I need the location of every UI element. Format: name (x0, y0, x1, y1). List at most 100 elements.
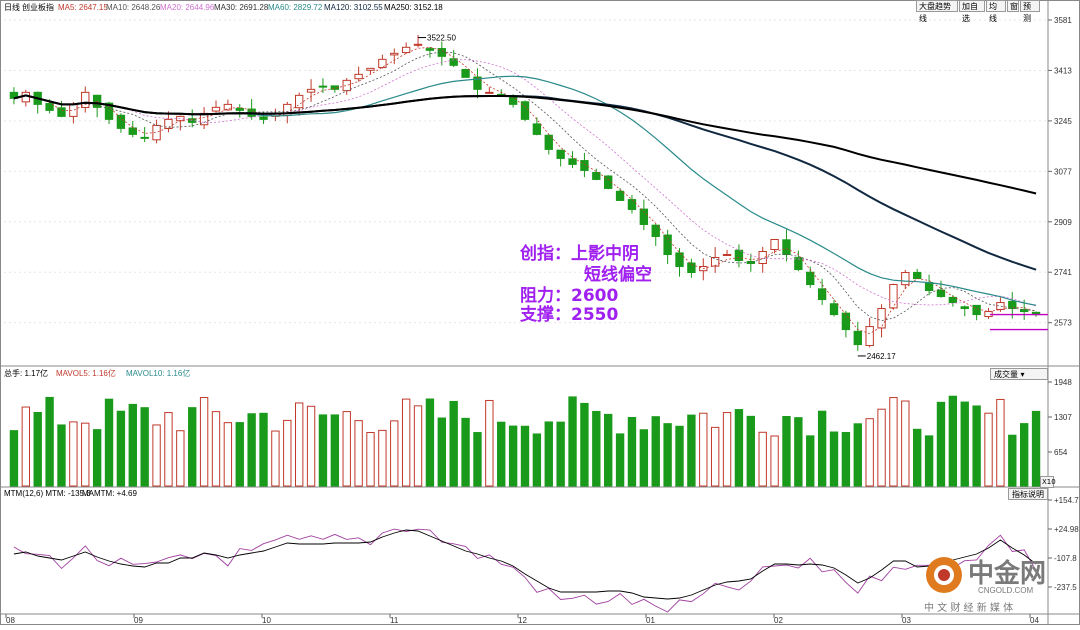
annotation-resistance: 阻力：2600 (520, 286, 619, 306)
candle (948, 296, 958, 304)
volume-bar (449, 400, 458, 487)
ma-legend-item: MA10: 2648.26 (106, 3, 161, 12)
candle (116, 114, 126, 129)
volume-bar (485, 399, 494, 487)
volume-bar (675, 425, 684, 487)
candle (401, 46, 411, 54)
volume-bar (128, 403, 137, 487)
volume-bar (437, 417, 446, 487)
volume-bar (913, 428, 922, 487)
volume-title: 总手: 1.17亿 (4, 368, 48, 378)
candle (223, 103, 233, 111)
mtm-y-label: -237.5 (1054, 583, 1077, 592)
x-tick-label: 01 (646, 616, 655, 625)
volume-bar (972, 405, 981, 487)
volume-bar (817, 410, 827, 487)
low-label: 2462.17 (867, 352, 896, 361)
candle (675, 252, 684, 268)
mtm-y-label: +154.7 (1054, 496, 1079, 505)
y-tick-label: 3245 (1054, 117, 1072, 126)
y-tick-label: 2909 (1054, 218, 1072, 227)
volume-bar (853, 423, 862, 487)
candle (390, 52, 399, 56)
high-label: 3522.50 (427, 34, 456, 43)
volume-bar (69, 421, 78, 487)
volume-bar (841, 431, 851, 487)
volume-indicator-label: 成交量 (994, 370, 1018, 379)
y-tick-label: 3581 (1054, 16, 1072, 25)
candle (924, 281, 934, 292)
volume-bar (734, 409, 744, 487)
trend-line-button[interactable]: 大盘趋势线 (916, 0, 958, 23)
mamtm-label: MAMTM: +4.69 (82, 489, 137, 498)
add-watchlist-button[interactable]: 加自选 (959, 0, 985, 23)
candle (342, 79, 351, 92)
candle (734, 249, 744, 262)
volume-bar (568, 396, 577, 487)
volume-indicator-select[interactable]: 成交量 ▾ (990, 368, 1048, 380)
volume-bar (663, 423, 672, 487)
volume-bar (794, 417, 803, 487)
candles (9, 34, 1041, 351)
volume-bar (948, 395, 958, 487)
volume-bar (378, 429, 387, 487)
candle (901, 272, 910, 286)
watermark-domain: CNGOLD.COM (978, 586, 1034, 595)
x-tick-label: 09 (134, 616, 143, 625)
volume-bar (176, 430, 185, 487)
volume-bars (9, 395, 1041, 487)
candle (972, 304, 981, 316)
candle (81, 91, 90, 108)
annotation-line-1: 创指：上影中阴 (520, 244, 639, 264)
volume-bar (235, 422, 244, 487)
volume-bar (92, 429, 102, 487)
candle (746, 260, 756, 265)
ma-legend-item: MA30: 2691.28 (214, 3, 269, 12)
volume-bar (639, 429, 649, 487)
ma10-line (13, 51, 1037, 322)
indicator-help-button[interactable]: 指标说明 (1008, 488, 1048, 500)
volume-bar (829, 431, 839, 487)
volume-bar (497, 421, 506, 487)
volume-bar (413, 405, 423, 487)
volume-unit-label: X10 (1040, 476, 1056, 488)
volume-bar (782, 416, 791, 487)
volume-bar (271, 430, 280, 487)
candle (413, 43, 423, 46)
candle (294, 94, 304, 109)
candle (57, 107, 66, 117)
candle (722, 254, 732, 257)
volume-bar (710, 426, 720, 487)
forecast-button[interactable]: 预测 (1020, 0, 1040, 23)
candle (366, 67, 375, 71)
volume-bar (604, 413, 613, 487)
volume-bar (223, 422, 233, 487)
ma250-line (13, 94, 1037, 195)
volume-bar (354, 420, 363, 487)
volume-bar (306, 405, 316, 487)
volume-bar (366, 432, 375, 487)
period-label: 日线 (4, 2, 20, 12)
candle (140, 136, 149, 139)
volume-bar (188, 407, 197, 487)
ma-legend-item: MA120: 3102.55 (324, 3, 383, 12)
candle (960, 306, 969, 310)
candle (865, 326, 874, 347)
volume-bar (806, 435, 815, 487)
ma-button[interactable]: 均线 (986, 0, 1006, 23)
candle (318, 85, 328, 88)
volume-bar (294, 402, 304, 487)
x-tick-label: 02 (774, 616, 783, 625)
volume-bar (651, 416, 660, 487)
volume-bar (164, 412, 173, 487)
candle (770, 238, 779, 251)
candle (639, 208, 649, 225)
watermark-logo: 中金网 CNGOLD.COM 中 文 财 经 新 媒 体 (920, 553, 1080, 614)
ma5-line (13, 46, 1037, 335)
window-button[interactable]: 窗 (1007, 0, 1019, 12)
candle (354, 73, 363, 80)
volume-bar (140, 407, 149, 487)
candle (45, 103, 54, 111)
volume-bar (889, 397, 898, 487)
